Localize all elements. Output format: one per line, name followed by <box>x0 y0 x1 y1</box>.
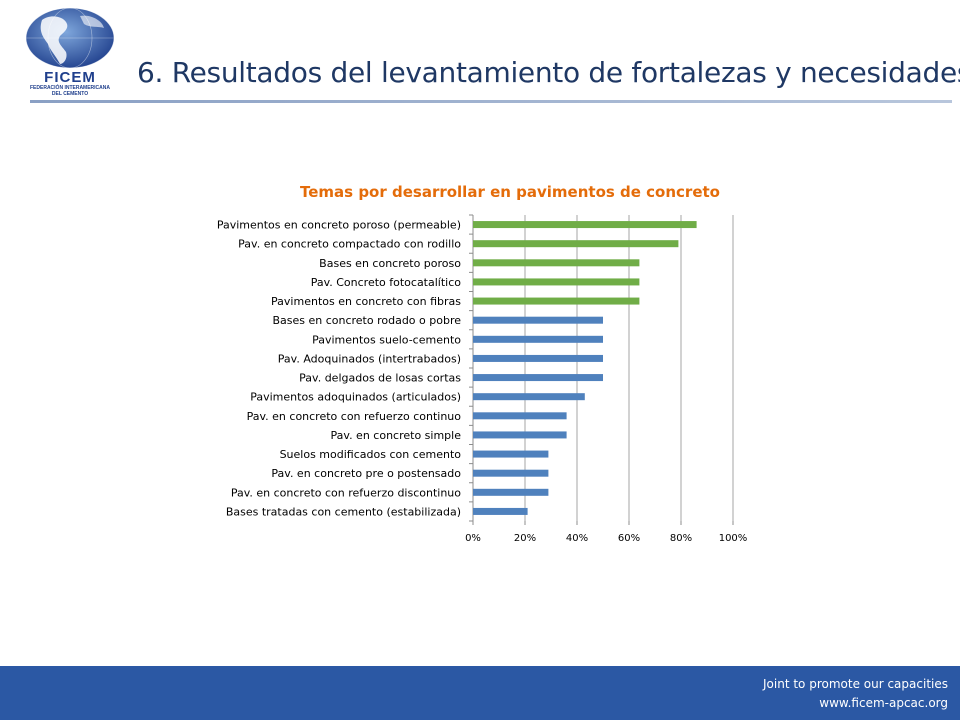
bar <box>473 431 567 439</box>
bar <box>473 393 585 401</box>
category-label: Pav. Adoquinados (intertrabados) <box>278 352 461 365</box>
category-label: Suelos modificados con cemento <box>280 448 462 461</box>
category-label: Pav. en concreto compactado con rodillo <box>238 238 461 251</box>
category-label: Pavimentos en concreto con fibras <box>271 295 461 308</box>
logo-subtitle: FEDERACIÓN INTERAMERICANA DEL CEMENTO <box>20 85 120 97</box>
logo-subtitle-line1: FEDERACIÓN INTERAMERICANA <box>30 85 110 91</box>
category-label: Pav. en concreto con refuerzo discontinu… <box>231 486 461 499</box>
footer-tagline: Joint to promote our capacities <box>763 677 948 691</box>
category-label: Pav. delgados de losas cortas <box>299 372 461 385</box>
bar <box>473 259 640 267</box>
category-label: Bases tratadas con cemento (estabilizada… <box>226 505 461 518</box>
category-label: Pav. en concreto pre o postensado <box>271 467 461 480</box>
x-tick-label: 80% <box>670 533 692 544</box>
bar <box>473 488 549 496</box>
category-label: Bases en concreto poroso <box>319 257 461 270</box>
chart-title: Temas por desarrollar en pavimentos de c… <box>300 183 720 201</box>
x-tick-label: 20% <box>514 533 536 544</box>
bar <box>473 221 697 229</box>
bar <box>473 335 603 343</box>
bar <box>473 469 549 477</box>
bar <box>473 278 640 286</box>
footer-bar: Joint to promote our capacities www.fice… <box>0 666 960 720</box>
category-label: Pavimentos adoquinados (articulados) <box>250 391 461 404</box>
footer-url[interactable]: www.ficem-apcac.org <box>819 696 948 710</box>
logo-name: FICEM <box>44 69 96 86</box>
logo-subtitle-line2: DEL CEMENTO <box>51 91 89 97</box>
x-tick-label: 0% <box>465 533 481 544</box>
category-label: Bases en concreto rodado o pobre <box>272 314 461 327</box>
category-label: Pavimentos en concreto poroso (permeable… <box>217 219 461 232</box>
x-tick-label: 40% <box>566 533 588 544</box>
globe-icon <box>25 7 115 69</box>
bar <box>473 374 603 382</box>
x-tick-label: 100% <box>719 533 748 544</box>
category-label: Pav. en concreto con refuerzo continuo <box>247 410 462 423</box>
x-tick-label: 60% <box>618 533 640 544</box>
slide-title: 6. Resultados del levantamiento de forta… <box>137 56 960 89</box>
bar <box>473 316 603 324</box>
category-label: Pavimentos suelo-cemento <box>312 333 461 346</box>
title-divider <box>30 100 952 103</box>
bar <box>473 450 549 458</box>
bar <box>473 240 679 248</box>
category-label: Pav. Concreto fotocatalítico <box>311 276 462 289</box>
bar <box>473 507 528 515</box>
ficem-logo: FICEM FEDERACIÓN INTERAMERICANA DEL CEME… <box>20 6 120 97</box>
bar <box>473 412 567 420</box>
bar <box>473 354 603 362</box>
category-label: Pav. en concreto simple <box>331 429 462 442</box>
bar <box>473 297 640 305</box>
